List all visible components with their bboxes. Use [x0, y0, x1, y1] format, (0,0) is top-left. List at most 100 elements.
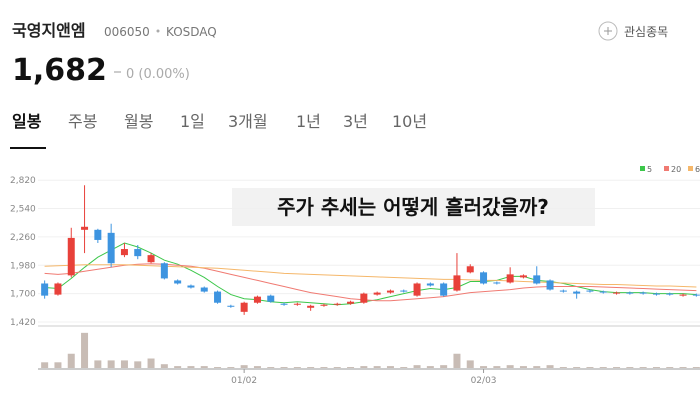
tab[interactable]: 일봉 [12, 112, 42, 131]
volume-bar [506, 365, 514, 368]
tab[interactable]: 10년 [392, 112, 427, 131]
legend-label: 20 [671, 165, 681, 174]
volume-bar [347, 367, 355, 368]
volume-bar [227, 367, 235, 368]
volume-bar [41, 362, 49, 368]
volume-bar [679, 367, 687, 368]
volume-bar [200, 366, 208, 368]
plus-icon [604, 27, 612, 35]
candle-body [506, 274, 514, 283]
volume-bar [613, 367, 621, 368]
candle-body [360, 293, 368, 303]
x-tick-label: 02/03 [471, 376, 497, 386]
volume-bar [333, 367, 341, 368]
volume-bar [240, 365, 248, 368]
price: 1,682 [12, 53, 107, 88]
volume-bar [360, 366, 368, 368]
volume-bar [147, 358, 155, 368]
candle-body [333, 303, 341, 305]
volume-bar [652, 367, 660, 368]
candle-body [493, 282, 501, 284]
tab[interactable]: 1일 [180, 112, 205, 131]
moving-average [44, 263, 697, 302]
candle-body [440, 283, 448, 296]
volume-bar [160, 364, 168, 368]
candle-body [692, 294, 700, 296]
volume-bar [559, 367, 567, 368]
candle-body [160, 263, 168, 279]
volume-bar [493, 366, 501, 368]
candle-body [280, 303, 288, 305]
candle-body [81, 226, 89, 230]
candle-body [426, 283, 434, 286]
volume-bar [120, 360, 128, 368]
volume-bar [533, 366, 541, 368]
candle-body [320, 304, 328, 306]
candle-body [120, 249, 128, 256]
moving-average [44, 242, 697, 306]
y-tick-label: 2,260 [10, 233, 36, 243]
tab[interactable]: 3년 [343, 112, 368, 131]
legend-swatch [688, 166, 693, 171]
volume-bar [626, 367, 634, 368]
x-tick-label: 01/02 [231, 376, 257, 386]
candle-body [253, 296, 261, 303]
volume-bar [386, 366, 394, 368]
volume-bar [81, 332, 89, 368]
volume-bar [413, 365, 421, 368]
favorite-button[interactable]: 관심종목 [598, 21, 668, 41]
candle-body [573, 291, 581, 294]
volume-bar [253, 366, 261, 368]
volume-bar [519, 366, 527, 368]
volume-bar [639, 367, 647, 368]
tab[interactable]: 3개월 [228, 112, 268, 131]
market: KOSDAQ [166, 25, 217, 39]
tab[interactable]: 주봉 [68, 112, 97, 131]
candle-body [227, 305, 235, 307]
y-tick-label: 1,980 [10, 261, 36, 271]
separator-dot [156, 29, 160, 33]
volume-bar [586, 367, 594, 368]
candle-body [480, 272, 488, 284]
candle-body [613, 292, 621, 294]
volume-bar [453, 353, 461, 368]
tabs: 일봉 주봉 월봉 1일 3개월 1년 3년 10년 [12, 112, 427, 131]
y-tick-label: 1,420 [10, 318, 36, 328]
candle-body [599, 291, 607, 293]
candle-body [652, 293, 660, 295]
tab-underline [10, 147, 46, 149]
candle-body [293, 303, 301, 305]
candle-body [413, 283, 421, 296]
volume-bar [480, 366, 488, 368]
y-tick-label: 2,540 [10, 205, 36, 215]
moving-average [44, 264, 697, 288]
candle-body [41, 283, 49, 296]
volume-bar [440, 365, 448, 368]
volume-bar [174, 366, 182, 368]
legend-swatch [640, 166, 645, 171]
candle-body [666, 293, 674, 295]
candle-body [400, 290, 408, 292]
candle-body [347, 301, 355, 304]
candle-body [94, 229, 102, 240]
candle-body [626, 292, 634, 294]
candle-body [67, 237, 75, 276]
annotation-box [232, 188, 595, 226]
stock-name: 국영지앤엠 [12, 21, 86, 40]
legend-label: 60 [695, 165, 700, 174]
volume-bar [134, 361, 142, 368]
tab[interactable]: 1년 [296, 112, 321, 131]
volume-bar [293, 367, 301, 368]
tab[interactable]: 월봉 [124, 112, 153, 131]
volume-bar [666, 367, 674, 368]
plus-circle [598, 21, 618, 41]
candle-body [240, 302, 248, 312]
candle-body [174, 280, 182, 284]
candle-body [586, 290, 594, 292]
candle-body [187, 285, 195, 288]
volume-bar [67, 353, 75, 368]
price-change: 0 (0.00%) [126, 67, 190, 82]
volume-bar [214, 367, 222, 368]
candle-body [453, 275, 461, 291]
volume-bar [373, 366, 381, 368]
